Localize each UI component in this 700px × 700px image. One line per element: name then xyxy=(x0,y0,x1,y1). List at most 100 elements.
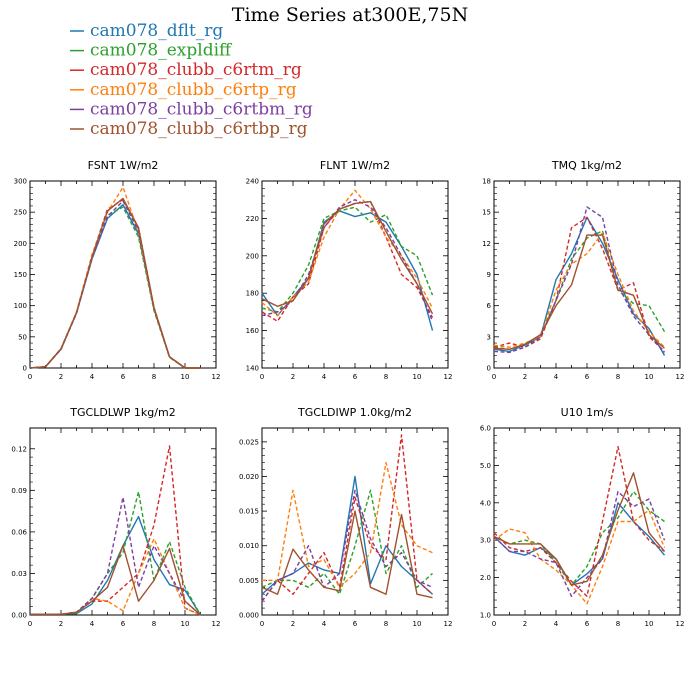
panel-title: FSNT 1W/m2 xyxy=(88,159,159,172)
x-tick-label: 6 xyxy=(121,620,126,628)
y-tick-label: 0.03 xyxy=(11,570,27,578)
legend-label: cam078_expldiff xyxy=(90,41,233,61)
x-tick-label: 4 xyxy=(322,620,327,628)
x-tick-label: 0 xyxy=(492,620,496,628)
y-tick-label: 1.0 xyxy=(480,612,491,620)
figure-title: Time Series at300E,75N xyxy=(232,4,468,26)
x-tick-label: 2 xyxy=(59,620,63,628)
legend-entry: cam078_clubb_c6rtbp_rg xyxy=(70,119,308,139)
y-tick-label: 300 xyxy=(14,178,27,186)
x-tick-label: 10 xyxy=(645,620,654,628)
plot-frame xyxy=(29,427,217,616)
x-tick-label: 6 xyxy=(585,620,590,628)
legend: cam078_dflt_rgcam078_expldiffcam078_club… xyxy=(70,21,313,139)
legend-label: cam078_clubb_c6rtp_rg xyxy=(90,80,297,100)
series-line-1 xyxy=(29,203,201,369)
y-tick-label: 0.010 xyxy=(239,542,259,550)
series-line-4 xyxy=(493,232,665,348)
x-tick-label: 12 xyxy=(444,620,453,628)
series-line-5 xyxy=(493,206,666,354)
x-tick-label: 10 xyxy=(413,620,422,628)
x-tick-label: 12 xyxy=(676,620,685,628)
x-tick-label: 8 xyxy=(616,373,620,381)
x-tick-label: 4 xyxy=(90,620,95,628)
panel-title: TMQ 1kg/m2 xyxy=(551,159,622,172)
panel-title: TGCLDLWP 1kg/m2 xyxy=(69,406,175,419)
x-tick-label: 8 xyxy=(384,373,388,381)
y-tick-label: 15 xyxy=(482,209,491,217)
panels: FSNT 1W/m20 2 4 6 8 10 12050100150200250300FLN… xyxy=(11,159,684,628)
y-tick-label: 200 xyxy=(246,252,259,260)
series-line-5 xyxy=(29,200,201,369)
legend-entry: cam078_clubb_c6rtp_rg xyxy=(70,80,297,100)
legend-entry: cam078_clubb_c6rtbm_rg xyxy=(70,99,313,119)
x-tick-label: 2 xyxy=(523,620,527,628)
series-line-6 xyxy=(30,545,201,616)
panel-title: U10 1m/s xyxy=(561,406,614,419)
series-line-2 xyxy=(261,489,433,595)
y-tick-label: 18 xyxy=(482,178,491,186)
y-tick-label: 4.0 xyxy=(480,499,491,507)
y-tick-label: 200 xyxy=(14,240,27,248)
y-tick-label: 12 xyxy=(482,240,491,248)
x-tick-label: 6 xyxy=(121,373,126,381)
panel-title: FLNT 1W/m2 xyxy=(320,159,390,172)
y-tick-label: 180 xyxy=(246,290,259,298)
y-tick-label: 0.015 xyxy=(239,508,259,516)
y-tick-label: 0.12 xyxy=(11,445,27,453)
legend-label: cam078_clubb_c6rtm_rg xyxy=(90,60,302,80)
series-line-2 xyxy=(30,491,202,616)
y-tick-label: 2.0 xyxy=(480,574,491,582)
x-tick-label: 2 xyxy=(291,620,295,628)
series-line-2 xyxy=(493,490,665,586)
panel-6: U10 1m/s 0 2 4 6 8 10 12 1.0 2.0 3.0 4.0 5.0 6.0 xyxy=(480,406,685,628)
series-line-2 xyxy=(261,206,434,313)
legend-entry: cam078_dflt_rg xyxy=(70,21,223,41)
x-tick-label: 6 xyxy=(353,620,358,628)
series-line-3 xyxy=(29,198,201,369)
panel-title: TGCLDIWP 1.0kg/m2 xyxy=(297,406,412,419)
series-line-4 xyxy=(29,186,201,369)
y-tick-label: 50 xyxy=(18,333,27,341)
series-line-4 xyxy=(30,538,201,616)
y-tick-label: 5.0 xyxy=(480,462,491,470)
x-tick-label: 4 xyxy=(90,373,95,381)
series-line-1 xyxy=(261,210,434,331)
legend-label: cam078_dflt_rg xyxy=(90,21,223,41)
x-tick-label: 2 xyxy=(291,373,295,381)
y-tick-label: 9 xyxy=(487,271,491,279)
y-tick-label: 100 xyxy=(14,302,27,310)
y-tick-label: 0 xyxy=(487,365,491,373)
legend-label: cam078_clubb_c6rtbm_rg xyxy=(90,99,313,119)
legend-label: cam078_clubb_c6rtbp_rg xyxy=(90,119,308,139)
panel-2: FLNT 1W/m2 0 2 4 6 8 10 12 140 160 180 200 220 240 xyxy=(246,159,453,381)
x-tick-label: 12 xyxy=(212,620,221,628)
series-line-3 xyxy=(493,446,665,597)
x-tick-label: 6 xyxy=(353,373,358,381)
series-line-6 xyxy=(261,510,433,599)
legend-entry: cam078_expldiff xyxy=(70,41,233,61)
x-tick-label: 8 xyxy=(616,620,620,628)
y-tick-label: 6 xyxy=(487,302,492,310)
x-tick-label: 0 xyxy=(28,373,32,381)
y-tick-label: 0.020 xyxy=(239,473,259,481)
panel-5: TGCLDIWP 1.0kg/m2 0 2 4 6 8 10 12 0.000 0.005 0.01… xyxy=(239,406,453,628)
legend-entry: cam078_clubb_c6rtm_rg xyxy=(70,60,302,80)
y-tick-label: 240 xyxy=(246,178,259,186)
x-tick-label: 2 xyxy=(59,373,63,381)
series-line-2 xyxy=(493,230,666,350)
y-tick-label: 160 xyxy=(246,327,259,335)
x-tick-label: 10 xyxy=(645,373,654,381)
x-tick-label: 4 xyxy=(554,620,559,628)
x-tick-label: 4 xyxy=(322,373,327,381)
plot-frame xyxy=(261,427,449,616)
x-tick-label: 4 xyxy=(554,373,559,381)
x-tick-label: 0 xyxy=(492,373,496,381)
x-tick-label: 0 xyxy=(260,620,264,628)
x-tick-label: 8 xyxy=(152,373,156,381)
x-tick-label: 6 xyxy=(585,373,590,381)
series-line-4 xyxy=(493,509,666,605)
panel-4: TGCLDLWP 1kg/m2 0 2 4 6 8 10 12 0.00 0.03 0.06 0.09… xyxy=(11,406,220,628)
x-tick-label: 8 xyxy=(384,620,388,628)
